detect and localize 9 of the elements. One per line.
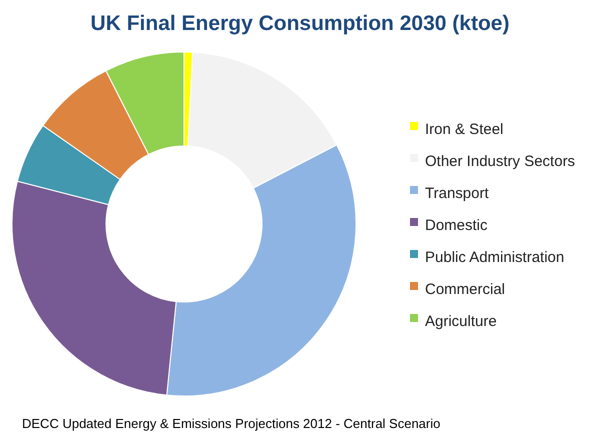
legend-label: Commercial [425, 280, 506, 298]
text: DECC Updated Energy & Emissions Projections 2012 - Central Scenario [22, 416, 440, 431]
legend-label: Agriculture [425, 312, 497, 330]
legend-label: Transport [425, 184, 490, 202]
legend-label: Public Administration [425, 248, 564, 266]
legend-label: Domestic [425, 216, 488, 234]
legend-label: Iron & Steel [425, 120, 504, 138]
legend-label: Other Industry Sectors [425, 152, 576, 170]
chart-title: UK Final Energy Consumption 2030 (ktoe) [90, 12, 510, 35]
